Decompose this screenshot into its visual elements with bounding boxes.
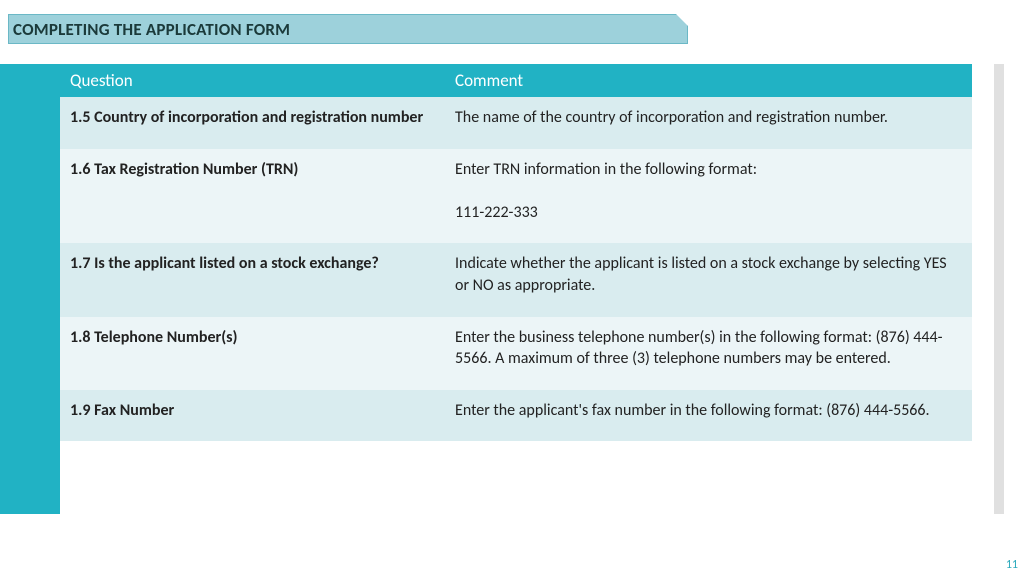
col-header-comment: Comment [445,64,972,97]
cell-comment: Enter TRN information in the following f… [445,149,972,244]
table-row: 1.6 Tax Registration Number (TRN) Enter … [60,149,972,244]
cell-comment: Enter the business telephone number(s) i… [445,317,972,390]
table-row: 1.5 Country of incorporation and registr… [60,97,972,149]
cell-question: 1.9 Fax Number [60,390,445,442]
table-row: 1.9 Fax Number Enter the applicant's fax… [60,390,972,442]
cell-comment: Indicate whether the applicant is listed… [445,243,972,316]
col-header-question: Question [60,64,445,97]
table-header-row: Question Comment [60,64,972,97]
title-bar: COMPLETING THE APPLICATION FORM [8,14,688,44]
table-row: 1.8 Telephone Number(s) Enter the busine… [60,317,972,390]
cell-question: 1.6 Tax Registration Number (TRN) [60,149,445,244]
guidance-table: Question Comment 1.5 Country of incorpor… [60,64,972,441]
slide: COMPLETING THE APPLICATION FORM Question… [0,0,1024,576]
page-title: COMPLETING THE APPLICATION FORM [13,19,290,40]
cell-question: 1.7 Is the applicant listed on a stock e… [60,243,445,316]
cell-comment: The name of the country of incorporation… [445,97,972,149]
left-accent-stripe [0,64,60,514]
cell-question: 1.5 Country of incorporation and registr… [60,97,445,149]
table-container: Question Comment 1.5 Country of incorpor… [60,64,972,441]
cell-comment: Enter the applicant's fax number in the … [445,390,972,442]
cell-question: 1.8 Telephone Number(s) [60,317,445,390]
table-row: 1.7 Is the applicant listed on a stock e… [60,243,972,316]
page-number: 11 [1006,558,1018,572]
right-gray-stripe [994,64,1004,514]
table-body: 1.5 Country of incorporation and registr… [60,97,972,441]
